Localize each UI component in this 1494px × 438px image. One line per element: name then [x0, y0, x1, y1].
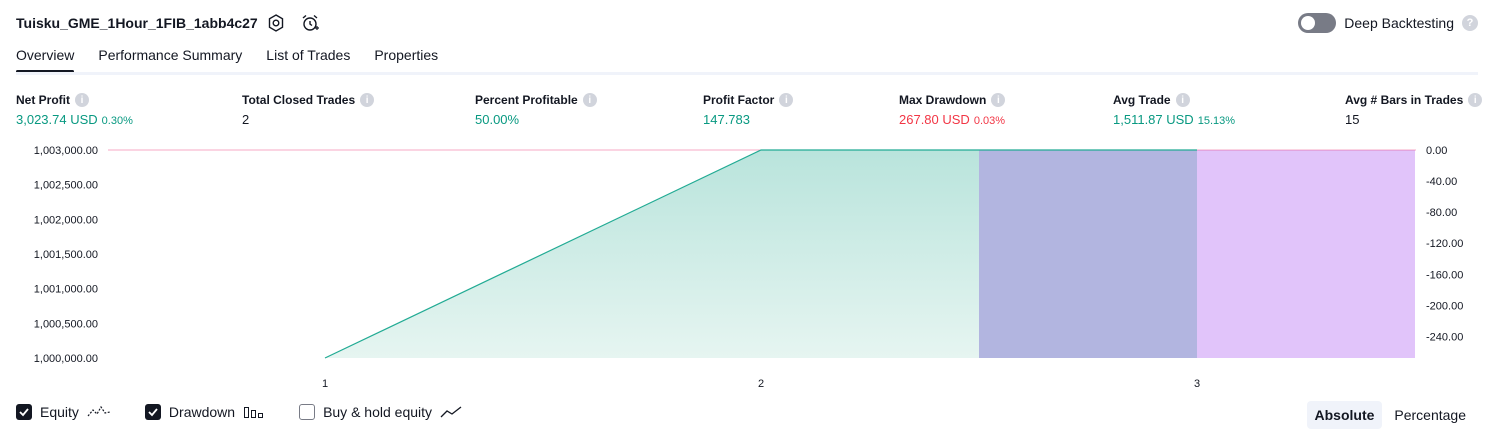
metric-avg-bars: Avg # Bars in Trades i 15: [1345, 93, 1483, 127]
equity-line-icon: [87, 405, 111, 417]
metric-label: Total Closed Trades: [242, 93, 356, 107]
y-axis-left-tick: 1,002,500.00: [34, 180, 98, 192]
y-axis-left-tick: 1,000,000.00: [34, 353, 98, 365]
metric-label: Avg # Bars in Trades: [1345, 93, 1464, 107]
percentage-button[interactable]: Percentage: [1394, 407, 1466, 423]
y-axis-left-tick: 1,001,000.00: [34, 284, 98, 296]
deep-backtesting-toggle[interactable]: [1298, 13, 1337, 33]
x-axis-tick: 2: [758, 378, 764, 390]
metric-value: 50.00%: [475, 112, 520, 127]
legend-buy-hold-toggle[interactable]: Buy & hold equity: [299, 404, 462, 420]
value-mode-switch: Absolute Percentage: [1306, 401, 1475, 429]
y-axis-left-tick: 1,002,000.00: [34, 214, 98, 226]
y-axis-left-tick: 1,003,000.00: [34, 145, 98, 157]
info-icon[interactable]: i: [779, 93, 794, 107]
deep-backtesting-control: Deep Backtesting ?: [1298, 13, 1478, 33]
info-icon[interactable]: i: [360, 93, 375, 107]
y-axis-left-tick: 1,001,500.00: [34, 249, 98, 261]
metric-profit-factor: Profit Factor i 147.783: [703, 93, 794, 127]
metric-percent-profitable: Percent Profitable i 50.00%: [475, 93, 597, 127]
metric-percent: 15.13%: [1197, 115, 1236, 127]
y-axis-left-tick: 1,000,500.00: [34, 318, 98, 330]
drawdown-label: Drawdown: [168, 404, 236, 420]
info-icon[interactable]: i: [582, 93, 597, 107]
metric-label: Avg Trade: [1113, 93, 1171, 107]
tab-list-of-trades[interactable]: List of Trades: [266, 47, 351, 63]
y-axis-right-tick: -40.00: [1426, 176, 1457, 188]
tab-performance-summary[interactable]: Performance Summary: [98, 47, 243, 63]
metric-value: 3,023.74 USD: [16, 112, 98, 127]
info-icon[interactable]: i: [991, 93, 1006, 107]
metric-label: Profit Factor: [703, 93, 775, 107]
y-axis-right-tick: -120.00: [1426, 238, 1463, 250]
metric-label: Net Profit: [16, 93, 70, 107]
x-axis-tick: 3: [1194, 378, 1200, 390]
tab-properties[interactable]: Properties: [374, 47, 439, 63]
y-axis-right-tick: 0.00: [1426, 145, 1447, 157]
legend-drawdown-toggle[interactable]: Drawdown: [144, 404, 265, 420]
buy-hold-line-icon: [440, 406, 462, 418]
metric-value: 1,511.87 USD: [1113, 112, 1194, 127]
equity-line: [324, 149, 1197, 359]
metric-percent: 0.30%: [101, 115, 133, 127]
x-axis-tick: 1: [322, 378, 328, 390]
legend-equity-toggle[interactable]: Equity: [16, 404, 111, 420]
drawdown-checkbox[interactable]: [144, 404, 161, 420]
metric-value: 2: [242, 112, 250, 127]
drawdown-bar-2: [1197, 150, 1415, 358]
help-icon[interactable]: ?: [1462, 15, 1478, 31]
alarm-clock-icon[interactable]: [300, 13, 320, 33]
metric-max-drawdown: Max Drawdown i 267.80 USD 0.03%: [899, 93, 1006, 127]
info-icon[interactable]: i: [75, 93, 89, 107]
settings-icon[interactable]: [266, 13, 286, 33]
info-icon[interactable]: i: [1468, 93, 1483, 107]
metric-label: Max Drawdown: [899, 93, 987, 107]
deep-backtesting-label: Deep Backtesting: [1344, 15, 1454, 31]
metric-label: Percent Profitable: [475, 93, 578, 107]
y-axis-right-tick: -240.00: [1426, 331, 1463, 343]
y-axis-right-tick: -160.00: [1426, 269, 1463, 281]
metric-net-profit: Net Profit i 3,023.74 USD 0.30%: [16, 93, 133, 127]
metric-percent: 0.03%: [973, 115, 1006, 127]
drawdown-bar-1: [979, 150, 1197, 358]
info-icon[interactable]: i: [1175, 93, 1190, 107]
chart-legend: Equity Drawdown Buy & hold equity: [16, 404, 496, 420]
equity-chart: 1,003,000.00 1,002,500.00 1,002,000.00 1,00…: [34, 145, 1464, 390]
metric-avg-trade: Avg Trade i 1,511.87 USD 15.13%: [1113, 93, 1235, 127]
buy-hold-checkbox[interactable]: [299, 404, 316, 420]
metric-value: 147.783: [703, 112, 750, 127]
strategy-title: Tuisku_GME_1Hour_1FIB_1abb4c27: [16, 15, 258, 31]
tab-bar: Overview Performance Summary List of Tra…: [16, 47, 439, 73]
equity-checkbox[interactable]: [16, 404, 32, 420]
drawdown-bars-icon: [244, 407, 264, 418]
tab-overview[interactable]: Overview: [16, 47, 75, 73]
metric-value: 267.80 USD: [899, 112, 970, 127]
metric-total-closed-trades: Total Closed Trades i 2: [242, 93, 375, 127]
absolute-button[interactable]: Absolute: [1306, 401, 1383, 429]
y-axis-right-tick: -80.00: [1426, 207, 1457, 219]
buy-hold-label: Buy & hold equity: [323, 404, 433, 420]
metric-value: 15: [1345, 112, 1360, 127]
y-axis-right-tick: -200.00: [1426, 300, 1463, 312]
equity-label: Equity: [40, 404, 79, 420]
tabs-divider: [16, 72, 1478, 75]
